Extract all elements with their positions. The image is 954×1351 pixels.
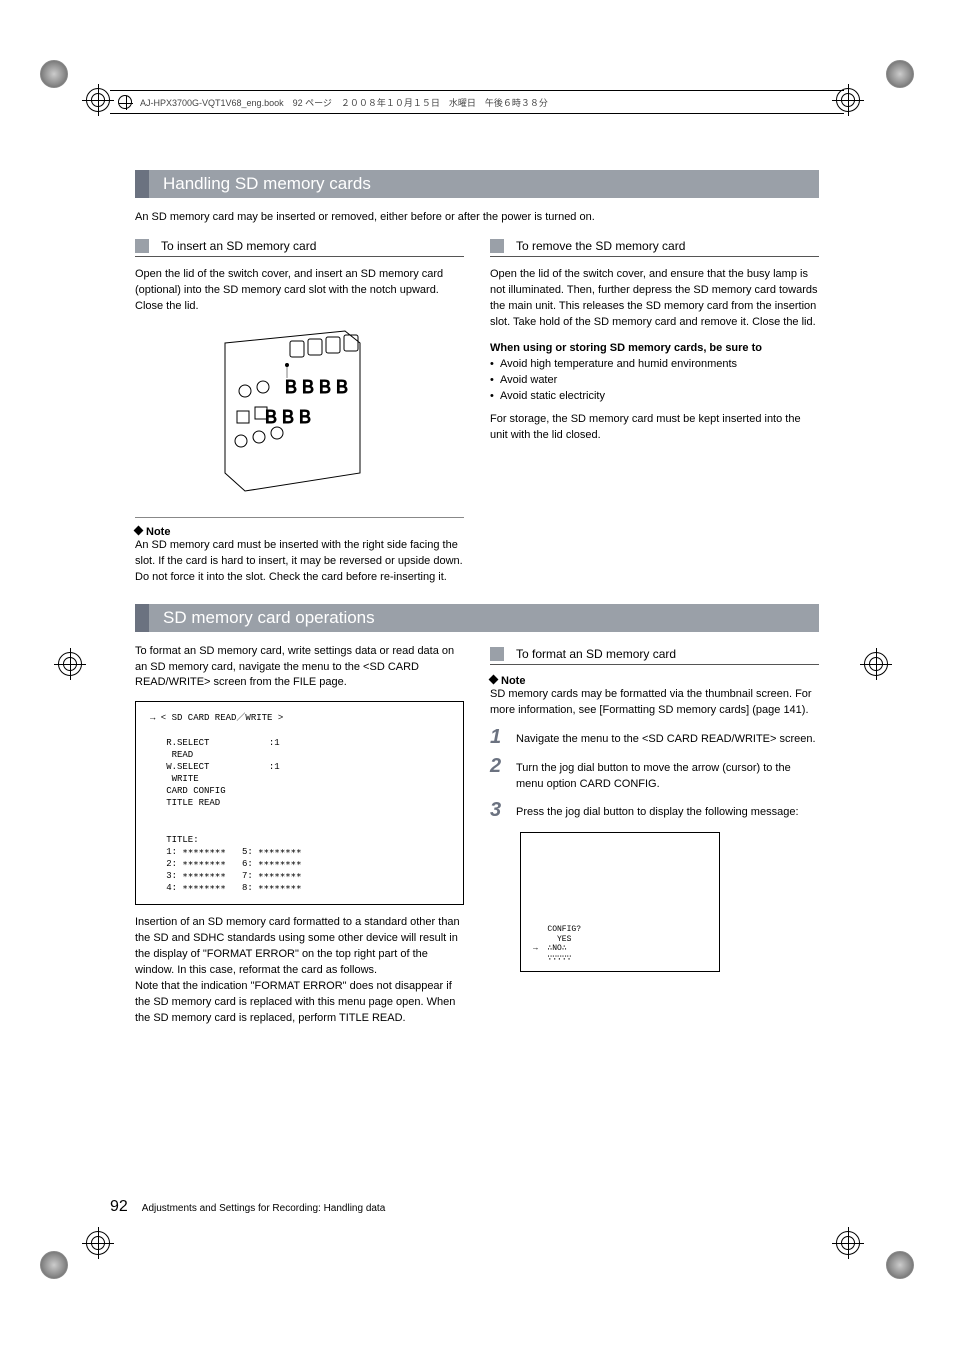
remove-text: Open the lid of the switch cover, and en… bbox=[490, 267, 819, 331]
crop-mark-br bbox=[874, 1251, 914, 1291]
page-footer: 92 Adjustments and Settings for Recordin… bbox=[110, 1198, 385, 1216]
remove-subhead: To remove the SD memory card bbox=[490, 236, 819, 257]
insert-text: Open the lid of the switch cover, and in… bbox=[135, 267, 464, 315]
menu-screen: → < SD CARD READ／WRITE > R.SELECT :1 REA… bbox=[135, 701, 464, 905]
step-text-2: Turn the jog dial button to move the arr… bbox=[516, 755, 819, 793]
crop-reg-ml bbox=[54, 648, 94, 688]
section2-title: SD memory card operations bbox=[135, 604, 819, 632]
step-2: 2 Turn the jog dial button to move the a… bbox=[490, 755, 819, 793]
crop-reg-br bbox=[832, 1227, 872, 1267]
insert-illustration: B B B B B B B bbox=[195, 323, 405, 503]
page-number: 92 bbox=[110, 1198, 128, 1216]
step-num-2: 2 bbox=[490, 755, 508, 793]
storing-heading: When using or storing SD memory cards, b… bbox=[490, 341, 819, 357]
format-subhead: To format an SD memory card bbox=[490, 644, 819, 665]
step-3: 3 Press the jog dial button to display t… bbox=[490, 799, 819, 822]
bullet-3: Avoid static electricity bbox=[490, 389, 819, 405]
note-label-1: Note bbox=[135, 526, 464, 538]
storing-bullets: Avoid high temperature and humid environ… bbox=[490, 357, 819, 405]
section2-right-col: To format an SD memory card Note SD memo… bbox=[490, 644, 819, 1027]
svg-text:B B B: B B B bbox=[265, 407, 311, 427]
step-num-1: 1 bbox=[490, 726, 508, 749]
config-msg-text: CONFIG? YES → ∴NO∴ ∵∵∵∵∵ bbox=[533, 925, 581, 963]
crop-mark-tl bbox=[40, 60, 80, 100]
section2-left-col: To format an SD memory card, write setti… bbox=[135, 644, 464, 1027]
step-num-3: 3 bbox=[490, 799, 508, 822]
header-text: AJ-HPX3700G-VQT1V68_eng.book 92 ページ ２００８… bbox=[140, 96, 548, 109]
crop-reg-bl bbox=[82, 1227, 122, 1267]
step-1: 1 Navigate the menu to the <SD CARD READ… bbox=[490, 726, 819, 749]
bullet-2: Avoid water bbox=[490, 373, 819, 389]
config-msg-box: CONFIG? YES → ∴NO∴ ∵∵∵∵∵ bbox=[520, 832, 720, 972]
crop-mark-tr bbox=[874, 60, 914, 100]
format-note: SD memory cards may be formatted via the… bbox=[490, 687, 819, 719]
crop-mark-bl bbox=[40, 1251, 80, 1291]
doc-header: AJ-HPX3700G-VQT1V68_eng.book 92 ページ ２００８… bbox=[110, 90, 844, 114]
bullet-1: Avoid high temperature and humid environ… bbox=[490, 357, 819, 373]
footer-topic: Handling data bbox=[324, 1203, 386, 1214]
crop-reg-mr bbox=[860, 648, 900, 688]
ops-intro: To format an SD memory card, write setti… bbox=[135, 644, 464, 692]
step-text-3: Press the jog dial button to display the… bbox=[516, 799, 819, 822]
ops-note: Insertion of an SD memory card formatted… bbox=[135, 915, 464, 1027]
svg-text:B B B B: B B B B bbox=[285, 377, 348, 397]
insert-note: An SD memory card must be inserted with … bbox=[135, 538, 464, 586]
footer-chapter: Adjustments and Settings for Recording: bbox=[142, 1203, 321, 1214]
section1-right-col: To remove the SD memory card Open the li… bbox=[490, 236, 819, 586]
section1-title: Handling SD memory cards bbox=[135, 170, 819, 198]
insert-subhead: To insert an SD memory card bbox=[135, 236, 464, 257]
step-text-1: Navigate the menu to the <SD CARD READ/W… bbox=[516, 726, 819, 749]
note-label-2: Note bbox=[490, 675, 819, 687]
section1-intro: An SD memory card may be inserted or rem… bbox=[135, 210, 819, 226]
storing-text: For storage, the SD memory card must be … bbox=[490, 412, 819, 444]
page-content: Handling SD memory cards An SD memory ca… bbox=[135, 170, 819, 1027]
section1-left-col: To insert an SD memory card Open the lid… bbox=[135, 236, 464, 586]
